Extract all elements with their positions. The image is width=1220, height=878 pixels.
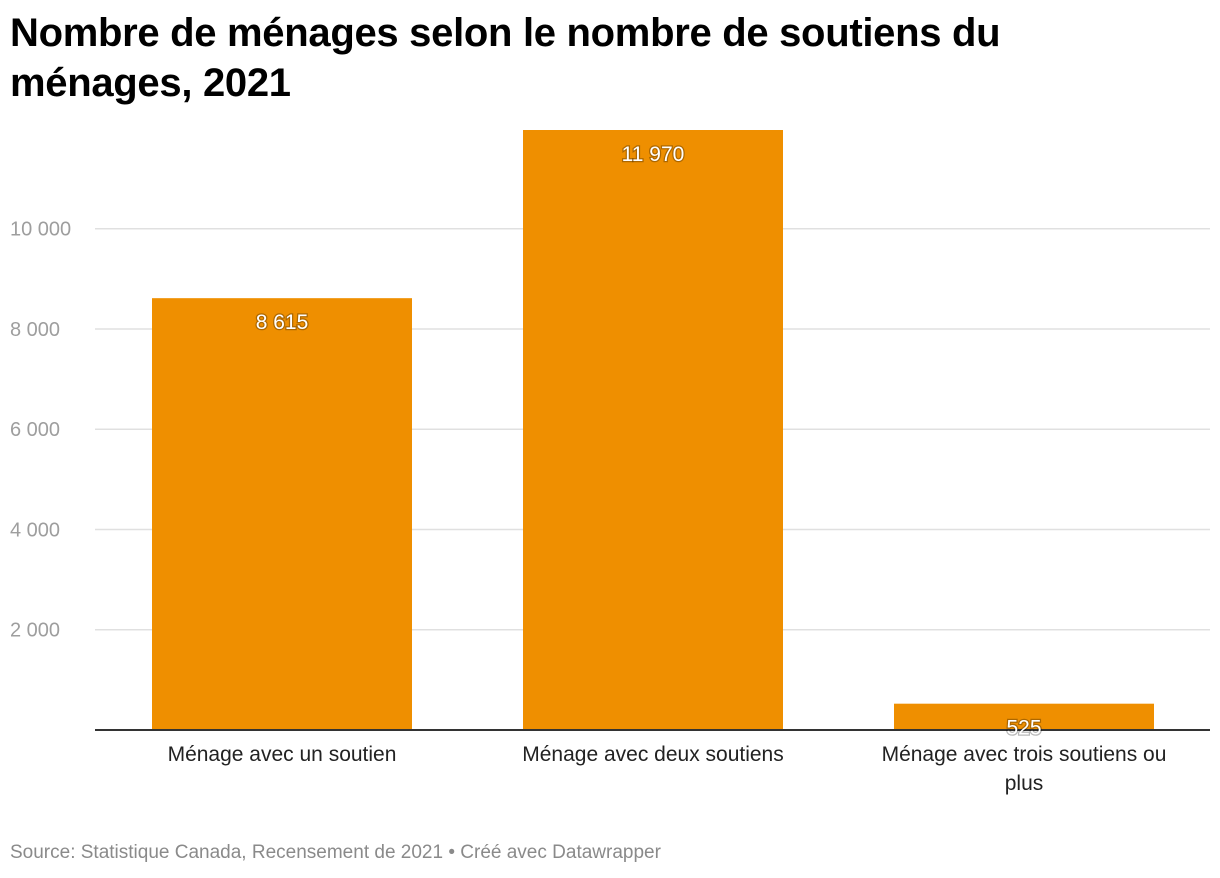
x-category-label: plus: [1005, 772, 1044, 795]
bar-value-label: 11 970: [622, 143, 685, 166]
x-category-label: Ménage avec un soutien: [168, 743, 397, 766]
y-tick-label: 4 000: [10, 519, 60, 541]
bar-value-label: 525: [1006, 717, 1041, 740]
y-tick-label: 10 000: [10, 219, 71, 241]
bar: [523, 130, 783, 730]
bar-value-label: 8 615: [256, 311, 309, 334]
bars: [152, 130, 1154, 730]
y-axis-ticks: 2 000 4 000 6 000 8 000 10 000: [10, 219, 71, 642]
x-axis-categories: Ménage avec un soutien Ménage avec deux s…: [168, 743, 1167, 795]
x-category-label: Ménage avec trois soutiens ou: [882, 743, 1167, 766]
bar: [894, 703, 1154, 730]
x-category-label: Ménage avec deux soutiens: [522, 743, 784, 766]
chart-title: Nombre de ménages selon le nombre de sou…: [10, 11, 1001, 105]
bar: [152, 298, 412, 730]
chart-footer: Source: Statistique Canada, Recensement …: [10, 842, 661, 864]
y-tick-label: 6 000: [10, 419, 60, 441]
y-tick-label: 2 000: [10, 620, 60, 642]
y-tick-label: 8 000: [10, 319, 60, 341]
footer-separator: •: [443, 842, 461, 863]
source-note: Source: Statistique Canada, Recensement …: [10, 842, 444, 863]
value-labels: 8 615 11 970 525: [254, 142, 1042, 741]
credit-note: Créé avec Datawrapper: [460, 842, 661, 863]
